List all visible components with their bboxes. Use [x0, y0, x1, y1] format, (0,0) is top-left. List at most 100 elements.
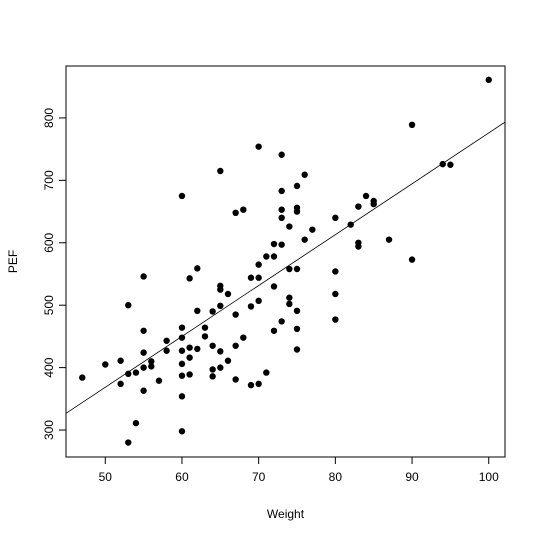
point	[286, 300, 293, 308]
point	[278, 151, 285, 158]
point	[194, 265, 201, 272]
point	[224, 357, 232, 364]
point	[270, 253, 278, 260]
point	[293, 346, 301, 353]
point	[485, 76, 492, 84]
point	[194, 307, 201, 315]
point	[447, 161, 454, 168]
point	[132, 419, 140, 427]
point	[201, 333, 209, 340]
y-axis-label: PEF	[6, 250, 20, 273]
point	[293, 265, 301, 273]
y-tick-label: 400	[42, 357, 56, 377]
point	[148, 358, 155, 365]
point	[132, 369, 140, 376]
point	[125, 301, 132, 309]
point	[362, 192, 370, 200]
point	[125, 439, 132, 446]
point	[217, 348, 224, 355]
point	[178, 347, 186, 354]
point	[439, 160, 446, 168]
x-tick-label: 90	[405, 470, 419, 484]
point	[278, 241, 285, 248]
point	[240, 206, 247, 213]
x-tick-label: 100	[479, 470, 499, 484]
point	[293, 208, 301, 215]
point	[178, 334, 186, 341]
point	[140, 349, 147, 356]
point	[278, 214, 285, 222]
point	[247, 274, 255, 281]
point	[140, 364, 147, 371]
point	[255, 297, 262, 305]
point	[194, 345, 201, 353]
plot-box	[65, 65, 506, 458]
point	[370, 200, 377, 208]
point	[148, 363, 155, 370]
point	[408, 256, 416, 263]
point	[102, 361, 109, 368]
point	[178, 360, 186, 368]
point	[240, 334, 247, 341]
point	[332, 214, 339, 222]
x-tick-label: 60	[175, 470, 189, 484]
point	[232, 209, 239, 217]
x-tick-label: 70	[252, 470, 266, 484]
point	[332, 316, 339, 323]
point	[270, 240, 278, 248]
fit-line	[66, 121, 505, 414]
point	[309, 226, 316, 233]
point	[178, 192, 186, 200]
point	[247, 303, 255, 310]
y-tick-label: 500	[42, 295, 56, 315]
point	[278, 318, 285, 325]
point	[217, 167, 224, 175]
point	[286, 223, 293, 230]
point	[209, 373, 216, 380]
point	[217, 302, 224, 310]
point	[270, 283, 278, 290]
y-tick-label: 800	[42, 108, 56, 128]
point	[186, 354, 193, 361]
point	[286, 294, 293, 301]
point	[270, 327, 278, 334]
point	[178, 324, 186, 331]
point	[209, 366, 216, 373]
point	[263, 253, 270, 260]
point	[293, 182, 301, 190]
point	[140, 327, 147, 334]
point	[140, 387, 147, 394]
point	[301, 236, 308, 243]
point	[332, 268, 339, 275]
point	[178, 393, 186, 400]
point	[125, 370, 132, 378]
point	[201, 324, 209, 331]
y-tick-label: 600	[42, 232, 56, 252]
point	[186, 371, 193, 378]
x-tick-label: 50	[99, 470, 113, 484]
y-tick-label: 300	[42, 420, 56, 440]
point	[117, 357, 124, 364]
point	[332, 290, 339, 298]
x-tick-label: 80	[329, 470, 343, 484]
point	[278, 187, 285, 195]
point	[224, 290, 232, 298]
point	[255, 143, 262, 150]
point	[255, 274, 262, 281]
point	[155, 377, 163, 384]
point	[217, 364, 224, 371]
point	[293, 325, 301, 333]
point	[163, 337, 170, 344]
point	[232, 342, 239, 349]
point	[117, 380, 124, 388]
point	[178, 428, 186, 435]
point	[186, 275, 193, 282]
point	[286, 265, 293, 273]
point	[178, 372, 186, 379]
point	[255, 261, 262, 268]
point	[385, 236, 393, 243]
x-axis-label: Weight	[267, 507, 305, 521]
point	[247, 381, 255, 389]
point	[209, 342, 216, 349]
